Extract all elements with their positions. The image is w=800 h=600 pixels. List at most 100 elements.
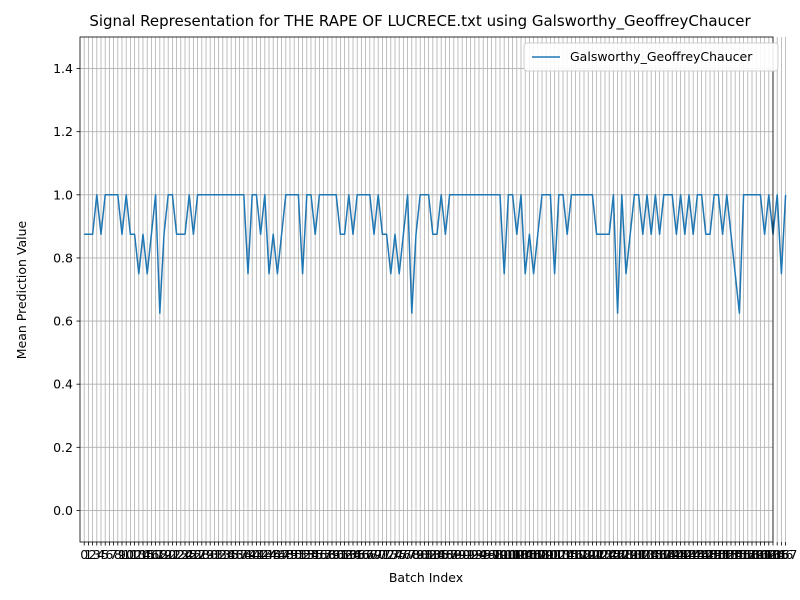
x-tick-label: 89 — [450, 547, 466, 562]
x-tick-label: 88 — [446, 547, 462, 562]
x-tick-label: 70 — [370, 547, 386, 562]
x-tick-label: 53 — [299, 547, 315, 562]
x-tick-label: 19 — [156, 547, 172, 562]
x-tick-label: 58 — [320, 547, 336, 562]
x-tick-label: 154 — [719, 547, 743, 562]
x-tick-label: 41 — [248, 547, 264, 562]
x-tick-label: 144 — [677, 547, 701, 562]
x-tick-label: 104 — [509, 547, 533, 562]
x-tick-label: 50 — [286, 547, 302, 562]
x-tick-label: 122 — [585, 547, 609, 562]
y-tick-label: 1.0 — [53, 187, 73, 202]
x-tick-label: 6 — [105, 547, 113, 562]
x-tick-label: 3 — [93, 547, 101, 562]
x-tick-label: 8 — [114, 547, 122, 562]
x-tick-label: 133 — [631, 547, 655, 562]
x-tick-label: 114 — [551, 547, 575, 562]
x-tick-label: 0 — [80, 547, 88, 562]
x-tick-label: 20 — [160, 547, 176, 562]
x-tick-label: 102 — [501, 547, 525, 562]
x-tick-label: 111 — [538, 547, 562, 562]
legend: Galsworthy_GeoffreyChaucer — [523, 42, 779, 72]
x-tick-label: 32 — [211, 547, 227, 562]
x-tick-label: 87 — [442, 547, 458, 562]
x-tick-label: 160 — [744, 547, 768, 562]
x-tick-label: 62 — [337, 547, 353, 562]
plot-area — [79, 36, 787, 543]
x-tick-label: 40 — [244, 547, 260, 562]
x-tick-label: 91 — [458, 547, 474, 562]
x-tick-label: 49 — [282, 547, 298, 562]
x-tick-label: 132 — [627, 547, 651, 562]
x-tick-label: 4 — [97, 547, 105, 562]
x-tick-label: 69 — [366, 547, 382, 562]
x-gridlines — [83, 37, 786, 542]
x-tick-label: 150 — [702, 547, 726, 562]
x-tick-label: 71 — [374, 547, 390, 562]
x-tick-label: 164 — [761, 547, 785, 562]
x-tick-label: 56 — [311, 547, 327, 562]
x-tick-label: 115 — [555, 547, 579, 562]
x-tick-label: 45 — [265, 547, 281, 562]
x-tick-label: 55 — [307, 547, 323, 562]
x-tick-label: 77 — [400, 547, 416, 562]
y-tick-label: 0.8 — [53, 250, 73, 265]
x-tick-label: 14 — [135, 547, 151, 562]
x-tick-label: 137 — [648, 547, 672, 562]
x-tick-label: 125 — [597, 547, 621, 562]
x-tick-label: 28 — [194, 547, 210, 562]
x-tick-label: 108 — [526, 547, 550, 562]
x-tick-label: 7 — [110, 547, 118, 562]
x-tick-label: 110 — [534, 547, 558, 562]
x-tick-label: 52 — [295, 547, 311, 562]
x-tick-label: 98 — [488, 547, 504, 562]
x-tick-label: 158 — [736, 547, 760, 562]
x-tick-label: 126 — [601, 547, 625, 562]
x-tick-label: 162 — [753, 547, 777, 562]
x-tick-label: 129 — [614, 547, 638, 562]
x-tick-label: 74 — [387, 547, 403, 562]
x-tick-label: 134 — [635, 547, 659, 562]
x-tick-label: 103 — [505, 547, 529, 562]
x-tick-label: 163 — [757, 547, 781, 562]
x-tick-label: 121 — [580, 547, 604, 562]
x-tick-label: 157 — [732, 547, 756, 562]
x-tick-label: 128 — [610, 547, 634, 562]
x-tick-label: 22 — [169, 547, 185, 562]
x-tick-label: 12 — [127, 547, 143, 562]
x-tick-label: 166 — [769, 547, 793, 562]
x-tick-label: 13 — [131, 547, 147, 562]
x-tick-label: 31 — [206, 547, 222, 562]
x-tick-label: 48 — [278, 547, 294, 562]
x-tick-label: 72 — [379, 547, 395, 562]
x-tick-label: 146 — [685, 547, 709, 562]
x-tick-label: 59 — [324, 547, 340, 562]
x-tick-label: 97 — [484, 547, 500, 562]
legend-entry-label: Galsworthy_GeoffreyChaucer — [570, 49, 753, 64]
x-tick-label: 24 — [177, 547, 193, 562]
y-tick-label: 0.6 — [53, 314, 73, 329]
x-tick-label: 119 — [572, 547, 596, 562]
y-axis-label: Mean Prediction Value — [14, 220, 29, 359]
y-tick-label: 1.4 — [53, 61, 73, 76]
x-tick-label: 54 — [303, 547, 319, 562]
x-tick-label: 67 — [358, 547, 374, 562]
x-tick-label: 64 — [345, 547, 361, 562]
x-tick-label: 116 — [559, 547, 583, 562]
x-tick-label: 143 — [673, 547, 697, 562]
x-tick-label: 123 — [589, 547, 613, 562]
y-tick-label: 1.2 — [53, 124, 73, 139]
x-tick-label: 149 — [698, 547, 722, 562]
x-tick-label: 96 — [479, 547, 495, 562]
x-tick-label: 85 — [433, 547, 449, 562]
x-tick-label: 63 — [341, 547, 357, 562]
y-tick-label: 0.4 — [53, 377, 73, 392]
x-tick-label: 42 — [253, 547, 269, 562]
y-axis-ticks: 0.0 0.2 0.4 0.6 0.8 1.0 1.2 1.4 — [53, 61, 80, 518]
x-tick-label: 92 — [463, 547, 479, 562]
x-tick-label: 127 — [606, 547, 630, 562]
x-tick-label: 80 — [412, 547, 428, 562]
x-tick-label: 155 — [723, 547, 747, 562]
x-tick-label: 78 — [404, 547, 420, 562]
x-tick-label: 81 — [416, 547, 432, 562]
